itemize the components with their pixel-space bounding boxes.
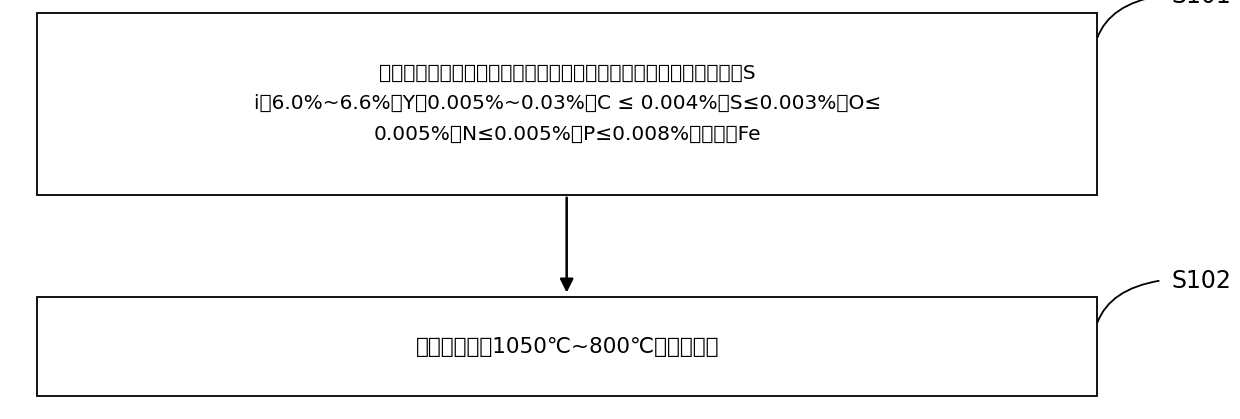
Text: S101: S101 xyxy=(1172,0,1231,8)
Text: 高硅钢铸锭在1050℃~800℃锻造成板坯: 高硅钢铸锭在1050℃~800℃锻造成板坯 xyxy=(415,337,719,357)
FancyBboxPatch shape xyxy=(37,13,1097,195)
Text: 采用真空感应熔炼浇注高硅钢铸锭，铸锭化学成分按质量百分数为：S
i：6.0%~6.6%，Y：0.005%~0.03%，C ≤ 0.004%，S≤0.003%，O: 采用真空感应熔炼浇注高硅钢铸锭，铸锭化学成分按质量百分数为：S i：6.0%~6… xyxy=(254,64,880,143)
Text: S102: S102 xyxy=(1172,269,1231,293)
FancyBboxPatch shape xyxy=(37,297,1097,396)
